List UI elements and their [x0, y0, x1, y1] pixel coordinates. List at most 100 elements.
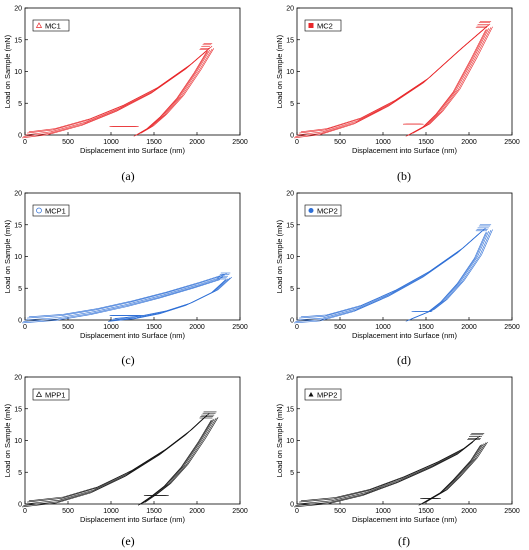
x-axis-label: Displacement into Surface (nm) [80, 331, 186, 340]
legend-label: MCP1 [45, 207, 66, 216]
series-curve-2 [27, 44, 213, 135]
loading-curve [293, 29, 484, 139]
legend-box [32, 388, 70, 401]
x-axis-label: Displacement into Surface (nm) [352, 515, 458, 524]
series-curve-5 [21, 278, 227, 324]
y-tick-label: 0 [18, 502, 22, 509]
series-curve-2 [27, 274, 231, 320]
series-curve-5 [21, 49, 209, 139]
series-curve-2 [299, 22, 492, 135]
loading-curve [24, 416, 206, 505]
y-tick-label: 20 [14, 375, 22, 382]
unloading-curve [408, 28, 490, 136]
y-tick-label: 20 [14, 191, 22, 198]
loading-curve [28, 412, 210, 502]
x-tick-label: 2000 [461, 139, 477, 146]
chart-panel-a: 0 500 1000 1500 2000 2500 0 5 10 15 20 Displacement… [3, 6, 248, 184]
series-curve-4 [300, 433, 488, 503]
y-axis-label: Load on Sample (mN) [275, 34, 284, 108]
y-axis-label: Load on Sample (mN) [3, 34, 12, 108]
panel-caption: (a) [121, 169, 134, 183]
chart-panel-e: 0 500 1000 1500 2000 2500 0 5 10 15 20 Displacement… [3, 375, 248, 549]
loading-curve [23, 278, 222, 322]
series-curve-5 [293, 27, 487, 139]
chart-panel-f: 0 500 1000 1500 2000 2500 0 5 10 15 20 Displacement… [275, 375, 520, 549]
y-tick-label: 0 [290, 502, 294, 509]
unloading-curve [110, 278, 229, 321]
y-tick-label: 15 [14, 37, 22, 44]
loading-curve [295, 232, 481, 322]
x-tick-label: 0 [295, 508, 299, 515]
y-tick-label: 10 [286, 254, 294, 261]
unloading-curve [140, 48, 215, 134]
unloading-curve [140, 418, 215, 505]
x-tick-label: 1000 [103, 139, 119, 146]
x-tick-label: 1000 [103, 324, 119, 331]
loading-curve [21, 51, 206, 139]
series-curve-3 [23, 416, 214, 506]
x-tick-label: 2000 [189, 324, 205, 331]
x-tick-label: 500 [334, 508, 346, 515]
panel-caption: (b) [397, 169, 411, 183]
chart-panel-d: 0 500 1000 1500 2000 2500 0 5 10 15 20 Displacement… [275, 191, 520, 368]
loading-curve [295, 28, 485, 137]
unloading-curve [408, 230, 490, 321]
series-curve-2 [299, 225, 492, 320]
x-tick-label: 1500 [146, 139, 162, 146]
legend-label: MCP2 [317, 207, 338, 216]
loading-curve [27, 414, 209, 503]
y-tick-label: 10 [286, 69, 294, 76]
x-tick-label: 1000 [375, 508, 391, 515]
series-curve-4 [300, 224, 493, 319]
loading-curve [24, 276, 223, 321]
loading-curve [21, 279, 220, 324]
y-tick-label: 15 [286, 222, 294, 229]
x-tick-label: 1000 [375, 139, 391, 146]
x-axis-label: Displacement into Surface (nm) [352, 146, 458, 155]
x-tick-label: 1000 [375, 324, 391, 331]
panel-caption: (d) [397, 353, 411, 367]
x-tick-label: 1500 [418, 508, 434, 515]
y-tick-label: 0 [18, 318, 22, 325]
loading-curve [27, 274, 226, 319]
legend-marker [36, 207, 42, 214]
legend-marker [308, 208, 314, 213]
unloading-curve [405, 232, 487, 322]
unloading-curve [418, 444, 481, 506]
unloading-curve [406, 28, 488, 137]
y-tick-label: 10 [14, 254, 22, 261]
legend-box [32, 19, 70, 32]
legend-marker [35, 391, 43, 397]
series-curve-1 [296, 227, 490, 321]
y-tick-label: 5 [18, 470, 22, 477]
loading-curve [23, 50, 207, 137]
loading-curve [296, 230, 483, 321]
x-tick-label: 2500 [504, 508, 520, 515]
x-tick-label: 2000 [189, 508, 205, 515]
unloading-curve [423, 442, 487, 504]
y-tick-label: 5 [290, 101, 294, 108]
x-tick-label: 500 [62, 508, 74, 515]
x-tick-label: 500 [62, 324, 74, 331]
y-tick-label: 0 [18, 133, 22, 140]
x-tick-label: 1500 [418, 324, 434, 331]
x-tick-label: 500 [334, 139, 346, 146]
y-tick-label: 20 [286, 375, 294, 382]
loading-curve [295, 440, 475, 506]
legend-label: MPP1 [45, 391, 65, 400]
unloading-curve [138, 48, 213, 135]
x-tick-label: 1500 [146, 508, 162, 515]
y-tick-label: 20 [286, 6, 294, 13]
unloading-curve [139, 419, 213, 506]
panel-caption: (c) [121, 353, 134, 367]
legend-marker [35, 22, 43, 28]
x-tick-label: 0 [23, 508, 27, 515]
x-tick-label: 0 [295, 139, 299, 146]
x-tick-label: 2500 [232, 324, 248, 331]
y-tick-label: 10 [14, 69, 22, 76]
unloading-curve [143, 417, 217, 504]
x-axis-label: Displacement into Surface (nm) [80, 146, 186, 155]
loading-curve [300, 227, 486, 318]
y-tick-label: 20 [286, 191, 294, 198]
